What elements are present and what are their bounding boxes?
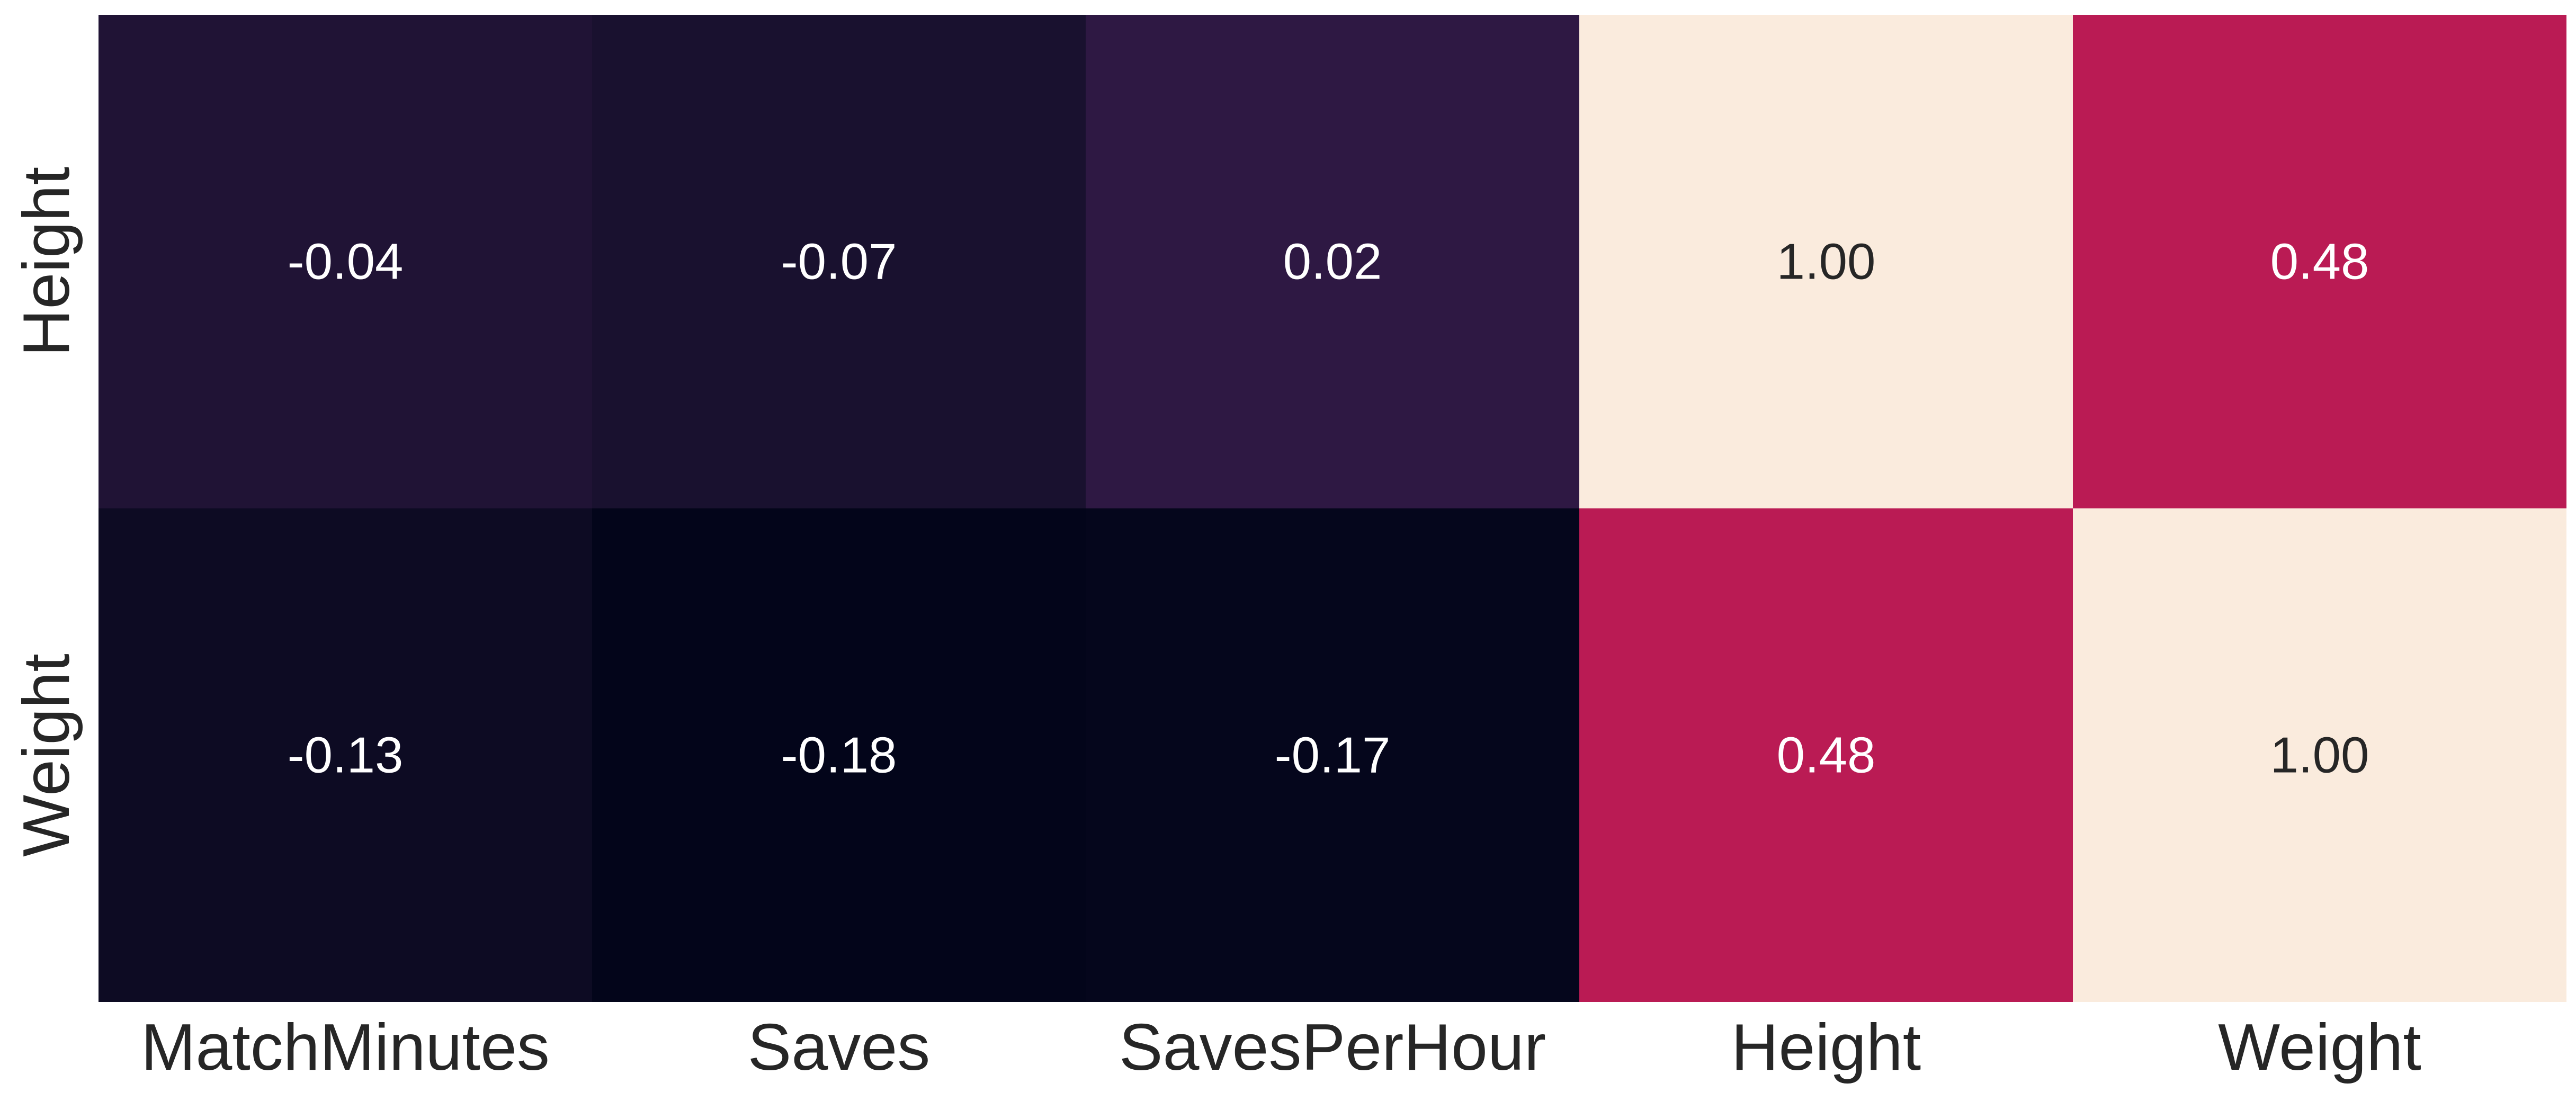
x-tick-label: Weight [2218, 1011, 2421, 1084]
heatmap-cell-weight-weight [2073, 508, 2566, 1002]
heatmap-cell-weight-savesperhour [1086, 508, 1579, 1002]
heatmap-cell-weight-height [1579, 508, 2073, 1002]
cell-value-label: -0.07 [781, 234, 897, 290]
cell-value-label: -0.04 [288, 234, 404, 290]
cell-value-label: -0.17 [1275, 727, 1391, 784]
x-tick-label: SavesPerHour [1119, 1011, 1546, 1084]
cells-layer [99, 15, 2566, 1002]
cell-value-label: 0.02 [1283, 234, 1382, 290]
heatmap-cell-weight-matchminutes [99, 508, 592, 1002]
x-tick-label: Saves [748, 1011, 931, 1084]
cell-value-label: 0.48 [1777, 727, 1876, 784]
x-tick-labels: MatchMinutes Saves SavesPerHour Height Weigh… [141, 1011, 2421, 1084]
cell-value-label: -0.13 [288, 727, 404, 784]
heatmap-cell-height-savesperhour [1086, 15, 1579, 508]
cell-value-label: 0.48 [2270, 234, 2369, 290]
cell-value-label: 1.00 [1777, 234, 1876, 290]
heatmap-cell-weight-saves [592, 508, 1086, 1002]
y-tick-label: Weight [10, 654, 83, 857]
cell-value-label: 1.00 [2270, 727, 2369, 784]
cell-labels-layer: -0.04 -0.07 0.02 1.00 0.48 -0.13 -0.18 -0.17 0.4… [288, 234, 2369, 784]
y-tick-label: Height [10, 167, 83, 356]
heatmap-cell-height-weight [2073, 15, 2566, 508]
heatmap-cell-height-saves [592, 15, 1086, 508]
heatmap-cell-height-height [1579, 15, 2073, 508]
x-tick-label: MatchMinutes [141, 1011, 550, 1084]
x-tick-label: Height [1731, 1011, 1921, 1084]
cell-value-label: -0.18 [781, 727, 897, 784]
y-tick-labels: Height Weight [10, 167, 83, 857]
heatmap-cell-height-matchminutes [99, 15, 592, 508]
